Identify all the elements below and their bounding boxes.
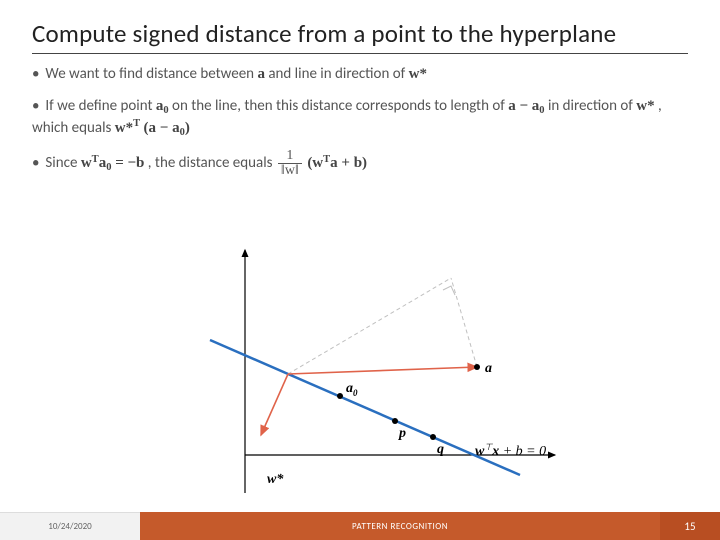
bullet-icon: •: [32, 153, 42, 175]
text: in direction of: [548, 97, 636, 115]
expr-final: (wTa + b): [307, 155, 367, 171]
footer-date: 10/24/2020: [0, 512, 140, 540]
denominator: ‖w‖: [278, 164, 302, 178]
var-wstar: w*: [409, 66, 427, 82]
expr-wT: w*T: [115, 120, 140, 136]
text: If we define point: [45, 97, 155, 115]
hyperplane-diagram: a a0 p q w* w⊤x + b = 0: [175, 245, 575, 505]
text: Since: [45, 154, 80, 172]
footer-page: 15: [660, 512, 720, 540]
svg-text:q: q: [437, 442, 444, 457]
slide-title: Compute signed distance from a point to …: [32, 18, 688, 54]
svg-text:w*: w*: [267, 472, 284, 487]
expr-wTa0: wTa0 = −b: [81, 155, 145, 171]
svg-text:w⊤x + b = 0: w⊤x + b = 0: [475, 442, 546, 459]
text: on the line, then this distance correspo…: [172, 97, 508, 115]
svg-text:p: p: [398, 426, 406, 441]
bullet-icon: •: [32, 64, 42, 86]
svg-text:a: a: [485, 361, 492, 376]
bullet-icon: •: [32, 96, 42, 118]
var-wstar: w*: [636, 98, 654, 114]
paren: (a − a0): [144, 120, 190, 136]
slide-footer: 10/24/2020 PATTERN RECOGNITION 15: [0, 512, 720, 540]
bullet-3: • Since wTa0 = −b , the distance equals …: [32, 149, 688, 178]
slide: Compute signed distance from a point to …: [0, 0, 720, 540]
numerator: 1: [278, 149, 302, 164]
var-diff: a − a0: [508, 98, 544, 114]
var-a: a: [257, 66, 265, 82]
slide-body: • We want to find distance between a and…: [32, 64, 688, 178]
text: , the distance equals: [148, 154, 276, 172]
footer-title: PATTERN RECOGNITION: [140, 512, 660, 540]
bullet-1: • We want to find distance between a and…: [32, 64, 688, 86]
var-a0: a0: [156, 98, 169, 114]
svg-text:a0: a0: [346, 381, 358, 398]
bullet-2: • If we define point a0 on the line, the…: [32, 96, 688, 140]
fraction: 1 ‖w‖: [278, 149, 302, 178]
text: and line in direction of: [268, 65, 408, 83]
text: We want to find distance between: [45, 65, 257, 83]
